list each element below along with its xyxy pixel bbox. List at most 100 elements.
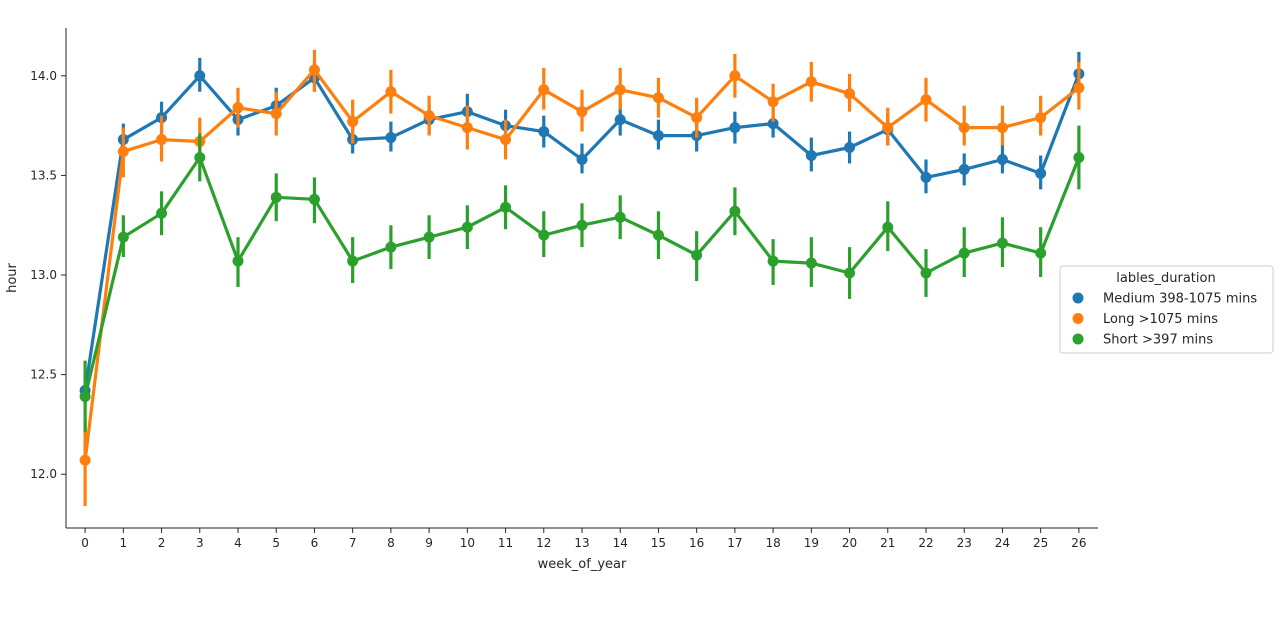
data-point <box>958 163 970 175</box>
axes: 0 1 2 3 4 5 6 7 8 9 10 11 12 13 14 15 16 17 18 19 20 21 22 23 24… <box>30 28 1098 550</box>
x-tick-label: 23 <box>957 536 972 550</box>
data-point <box>308 193 320 205</box>
data-point <box>614 114 626 126</box>
data-point <box>844 88 856 100</box>
data-point <box>920 171 932 183</box>
legend-marker <box>1072 292 1084 304</box>
data-point <box>996 122 1008 134</box>
data-point <box>920 94 932 106</box>
data-point <box>1035 112 1047 124</box>
y-tick-label: 12.0 <box>30 467 57 481</box>
data-point <box>844 267 856 279</box>
x-tick-label: 8 <box>387 536 395 550</box>
data-point <box>347 116 359 128</box>
legend-marker <box>1072 313 1084 324</box>
data-point <box>691 249 703 261</box>
data-point <box>538 229 550 241</box>
y-tick-label: 13.0 <box>30 268 57 282</box>
x-tick-label: 1 <box>120 536 128 550</box>
x-tick-label: 11 <box>498 536 513 550</box>
data-point <box>538 84 550 96</box>
data-point <box>79 454 91 466</box>
legend-label: Short >397 mins <box>1103 333 1213 348</box>
data-point <box>194 70 206 82</box>
x-tick-label: 16 <box>689 536 704 550</box>
legend-marker <box>1072 333 1084 345</box>
x-tick-label: 4 <box>234 536 242 550</box>
data-point <box>576 106 588 118</box>
plot-marks <box>79 49 1085 507</box>
data-point <box>996 237 1008 249</box>
data-point <box>423 110 435 122</box>
x-tick-label: 7 <box>349 536 357 550</box>
data-point <box>423 231 435 243</box>
series-1 <box>79 49 1085 507</box>
data-point <box>652 229 664 241</box>
data-point <box>79 391 91 403</box>
data-point <box>156 207 168 219</box>
x-tick-label: 25 <box>1033 536 1048 550</box>
x-tick-label: 20 <box>842 536 857 550</box>
data-point <box>1073 151 1085 163</box>
data-point <box>500 134 512 146</box>
x-tick-label: 12 <box>536 536 551 550</box>
data-point <box>767 96 779 108</box>
x-tick-label: 2 <box>158 536 166 550</box>
y-tick-label: 12.5 <box>30 368 57 382</box>
legend-frame <box>1059 265 1274 354</box>
x-tick-label: 9 <box>425 536 433 550</box>
data-point <box>996 153 1008 165</box>
x-tick-label: 19 <box>804 536 819 550</box>
data-point <box>576 153 588 165</box>
data-point <box>1035 247 1047 259</box>
x-tick-label: 10 <box>460 536 475 550</box>
data-point <box>691 112 703 124</box>
data-point <box>958 122 970 134</box>
data-point <box>385 241 397 253</box>
x-tick-label: 21 <box>880 536 895 550</box>
data-point <box>767 118 779 130</box>
data-point <box>270 108 282 120</box>
data-point <box>308 64 320 76</box>
x-tick-label: 14 <box>613 536 628 550</box>
series-line <box>83 155 1081 397</box>
data-point <box>156 134 168 146</box>
data-point <box>652 92 664 104</box>
y-axis-label: hour <box>5 262 20 292</box>
legend-label: Medium 398-1075 mins <box>1103 292 1257 307</box>
x-axis-label: week_of_year <box>538 557 627 572</box>
x-tick-label: 3 <box>196 536 204 550</box>
data-point <box>385 132 397 144</box>
series-2 <box>79 125 1085 433</box>
y-tick-label: 13.5 <box>30 168 57 182</box>
data-point <box>920 267 932 279</box>
data-point <box>1073 82 1085 94</box>
data-point <box>882 221 894 233</box>
data-point <box>729 205 741 217</box>
data-point <box>347 255 359 267</box>
data-point <box>844 142 856 154</box>
data-point <box>461 122 473 134</box>
data-point <box>194 151 206 163</box>
data-point <box>729 122 741 134</box>
x-tick-label: 6 <box>311 536 319 550</box>
data-point <box>614 211 626 223</box>
data-point <box>652 130 664 142</box>
data-point <box>117 231 129 243</box>
x-tick-label: 17 <box>727 536 742 550</box>
data-point <box>576 219 588 231</box>
x-tick-label: 0 <box>81 536 89 550</box>
data-point <box>385 86 397 98</box>
data-point <box>232 102 244 114</box>
x-tick-label: 5 <box>272 536 280 550</box>
x-tick-label: 13 <box>574 536 589 550</box>
x-tick-label: 24 <box>995 536 1010 550</box>
legend-title: lables_duration <box>1116 271 1215 286</box>
data-point <box>538 126 550 138</box>
x-tick-label: 18 <box>765 536 780 550</box>
data-point <box>767 255 779 267</box>
data-point <box>805 149 817 161</box>
data-point <box>117 146 129 158</box>
data-point <box>614 84 626 96</box>
data-point <box>232 255 244 267</box>
